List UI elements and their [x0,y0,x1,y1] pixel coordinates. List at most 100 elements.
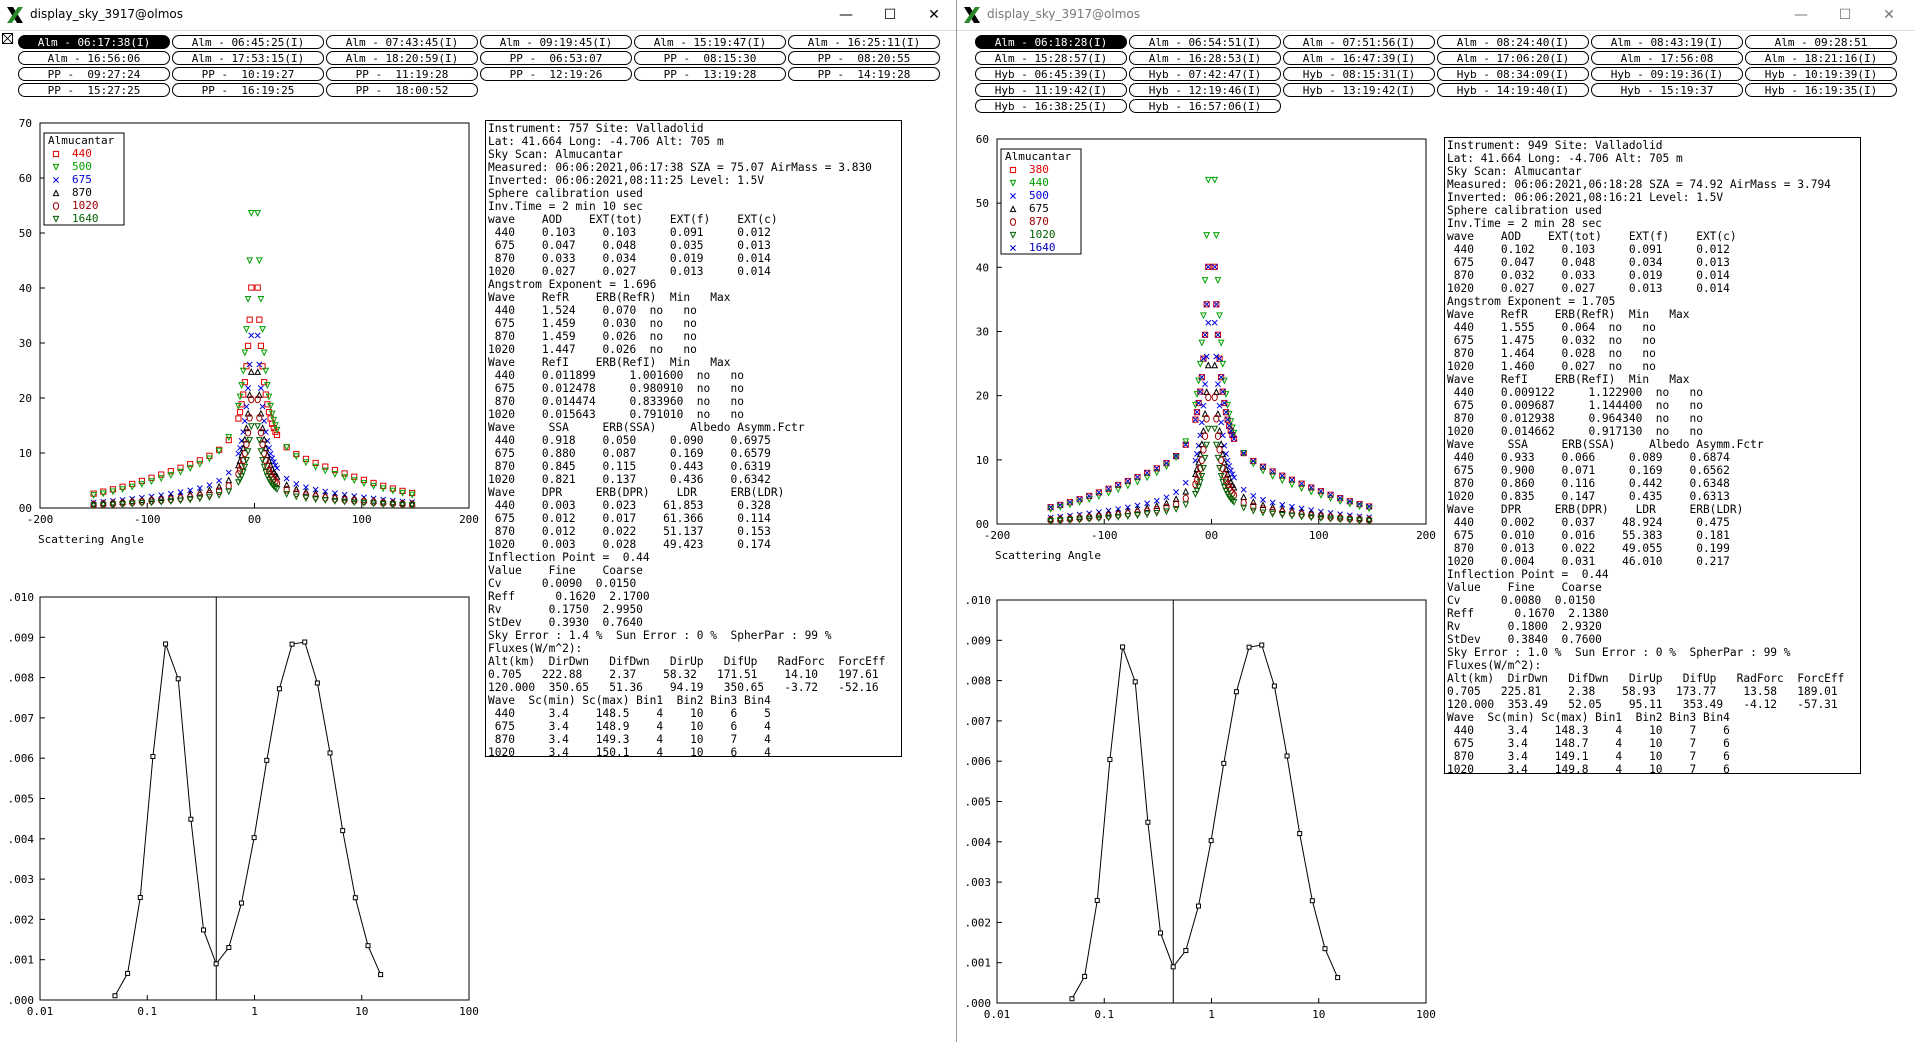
series-marker [1213,301,1220,308]
scan-tab[interactable]: PP - 15:27:25 [18,83,170,97]
series-marker [1249,507,1257,515]
series-marker [128,483,136,491]
close-box-icon[interactable] [2,33,13,44]
series-marker [1231,435,1237,442]
scan-tab[interactable]: Alm - 17:53:15(I) [172,51,324,65]
maximize-button[interactable]: ☐ [1838,7,1852,23]
size-distribution-curve [114,641,382,996]
scan-tab[interactable]: Alm - 17:06:20(I) [1437,51,1589,65]
scan-tab[interactable]: Alm - 16:28:53(I) [1129,51,1281,65]
y-tick-label: .000 [8,994,35,1007]
scan-tab[interactable]: Alm - 15:19:47(I) [634,35,786,49]
series-marker [1211,319,1218,326]
y-tick-label: .009 [8,631,35,644]
scan-tab[interactable]: Hyb - 07:42:47(I) [1129,67,1281,81]
series-marker [341,470,348,477]
series-marker [237,444,243,451]
scan-tab[interactable]: Hyb - 09:19:36(I) [1591,67,1743,81]
scan-tab[interactable]: Alm - 09:19:45(I) [480,35,632,49]
series-marker [157,475,165,483]
scan-tab[interactable]: Alm - 07:51:56(I) [1283,35,1435,49]
legend-label: 380 [1029,163,1049,176]
scan-tab[interactable]: PP - 08:20:55 [788,51,940,65]
scan-tab[interactable]: PP - 12:19:26 [480,67,632,81]
curve-point [1259,642,1265,648]
minimize-button[interactable]: — [1794,7,1808,23]
scan-tab[interactable]: Alm - 16:25:11(I) [788,35,940,49]
scan-tab[interactable]: Hyb - 13:19:42(I) [1283,83,1435,97]
curve-point [1271,683,1277,689]
x11-logo-icon [964,7,980,23]
scan-tab[interactable]: Hyb - 16:38:25(I) [975,99,1127,113]
scan-tab[interactable]: Alm - 16:56:06 [18,51,170,65]
scan-tab[interactable]: PP - 13:19:28 [634,67,786,81]
info-line: Value Fine Coarse [1447,581,1602,594]
info-line: 120.000 353.49 52.05 95.11 353.49 -4.12 … [1447,698,1838,711]
scan-tab[interactable]: PP - 08:15:30 [634,51,786,65]
minimize-button[interactable]: — [839,7,853,23]
info-line: Inverted: 06:06:2021,08:11:25 Level: 1.5… [488,174,765,187]
info-line: 1020 0.027 0.027 0.013 0.014 [1447,282,1730,295]
series-marker [292,453,300,461]
series-marker [1182,441,1189,448]
series-marker [196,485,203,492]
info-line: 870 3.4 149.3 4 10 7 4 [488,733,771,746]
series-marker [263,382,271,389]
scan-tab[interactable]: Alm - 17:56:08 [1591,51,1743,65]
series-marker [1172,495,1180,503]
info-line: 1020 1.447 0.026 no no [488,343,697,356]
scan-tab[interactable]: Alm - 07:43:45(I) [326,35,478,49]
scan-tab[interactable]: Alm - 16:47:39(I) [1283,51,1435,65]
info-line: Wave DPR ERB(DPR) LDR ERB(LDR) [1447,503,1744,516]
close-button[interactable]: ✕ [928,7,940,23]
scan-tab[interactable]: Alm - 18:21:16(I) [1745,51,1897,65]
scan-tab[interactable]: Hyb - 10:19:39(I) [1745,67,1897,81]
info-line: 0.705 222.88 2.37 58.32 171.51 14.10 197… [488,668,879,681]
scan-tab[interactable]: Hyb - 12:19:46(I) [1129,83,1281,97]
scan-tab[interactable]: Hyb - 06:45:39(I) [975,67,1127,81]
y-tick-label: 00 [976,518,989,531]
scan-tab[interactable]: Alm - 08:43:19(I) [1591,35,1743,49]
series-marker [1066,499,1073,506]
scan-tab[interactable]: Hyb - 15:19:37 [1591,83,1743,97]
scan-tab[interactable]: Alm - 06:18:28(I) [975,35,1127,49]
series-marker [1269,499,1276,506]
scan-tab[interactable]: Alm - 06:54:51(I) [1129,35,1281,49]
info-line: Cv 0.0080 0.0150 [1447,594,1596,607]
window-right: display_sky_3917@olmos — ☐ ✕ Alm - 06:18… [957,0,1915,1042]
info-line: Sky Error : 1.0 % Sun Error : 0 % SpherP… [1447,646,1791,659]
scan-tab[interactable]: PP - 09:27:24 [18,67,170,81]
info-line: Inverted: 06:06:2021,08:16:21 Level: 1.5… [1447,191,1724,204]
scan-tab[interactable]: Hyb - 08:34:09(I) [1437,67,1589,81]
series-marker [272,462,279,469]
info-line: Wave Sc(min) Sc(max) Bin1 Bin2 Bin3 Bin4 [488,694,771,707]
series-marker [1279,501,1286,508]
scan-tab[interactable]: Alm - 06:17:38(I) [18,35,170,49]
scan-tab[interactable]: Alm - 15:28:57(I) [975,51,1127,65]
scan-tab[interactable]: Hyb - 08:15:31(I) [1283,67,1435,81]
x-tick-label: 10 [1312,1008,1325,1021]
scan-tab[interactable]: PP - 16:19:25 [172,83,324,97]
scan-tab[interactable]: Hyb - 14:19:40(I) [1437,83,1589,97]
scan-tab[interactable]: PP - 14:19:28 [788,67,940,81]
scan-tab[interactable]: Hyb - 11:19:42(I) [975,83,1127,97]
scan-tab[interactable]: Hyb - 16:57:06(I) [1129,99,1281,113]
scan-tab[interactable]: PP - 18:00:52 [326,83,478,97]
title-bar: display_sky_3917@olmos — ☐ ✕ [957,0,1915,31]
scan-tab[interactable]: Alm - 08:24:40(I) [1437,35,1589,49]
series-marker [1336,516,1344,524]
series-marker [255,391,263,398]
series-marker [241,349,249,357]
close-button[interactable]: ✕ [1883,7,1895,23]
scan-tab[interactable]: PP - 11:19:28 [326,67,478,81]
maximize-button[interactable]: ☐ [883,7,897,23]
scan-tab[interactable]: PP - 10:19:27 [172,67,324,81]
scan-tab[interactable]: PP - 06:53:07 [480,51,632,65]
scan-tab[interactable]: Alm - 18:20:59(I) [326,51,478,65]
scan-tab[interactable]: Alm - 06:45:25(I) [172,35,324,49]
series-marker [244,448,252,456]
scan-tab[interactable]: Alm - 09:28:51 [1745,35,1897,49]
series-marker [1203,301,1210,308]
scan-tab[interactable]: Hyb - 16:19:35(I) [1745,83,1897,97]
y-tick-label: .005 [8,793,35,806]
